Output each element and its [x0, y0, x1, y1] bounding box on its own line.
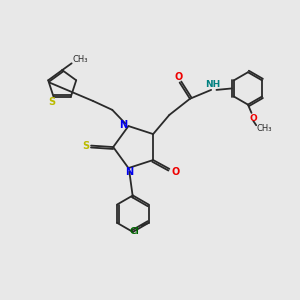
Text: CH₃: CH₃: [72, 55, 88, 64]
Text: NH: NH: [205, 80, 220, 89]
Text: O: O: [171, 167, 179, 177]
Text: O: O: [249, 114, 257, 123]
Text: Cl: Cl: [129, 227, 139, 236]
Text: CH₃: CH₃: [256, 124, 272, 133]
Text: S: S: [49, 97, 56, 107]
Text: N: N: [119, 120, 127, 130]
Text: S: S: [82, 141, 89, 151]
Text: O: O: [174, 72, 182, 82]
Text: N: N: [125, 167, 133, 177]
